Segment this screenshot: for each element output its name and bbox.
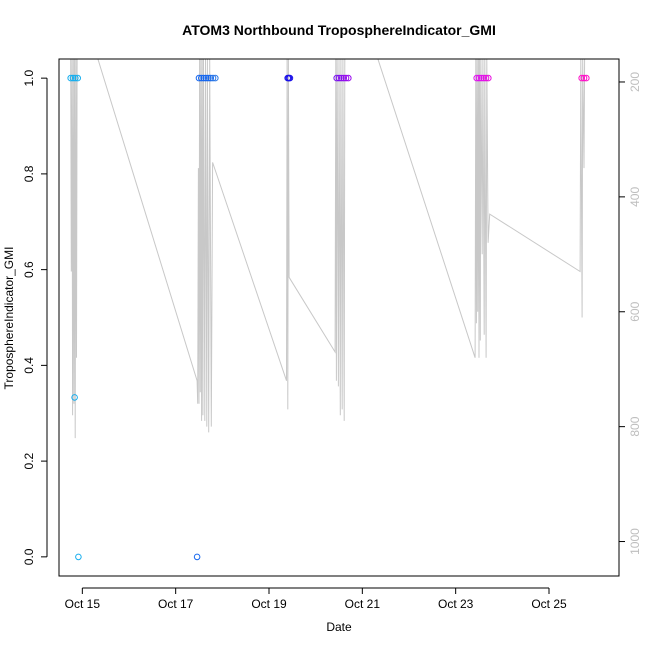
data-point bbox=[74, 74, 81, 82]
pressure-series bbox=[70, 58, 586, 439]
y2-tick-label: 800 bbox=[628, 416, 642, 436]
data-point bbox=[485, 74, 492, 82]
pressure-line bbox=[70, 58, 586, 439]
y-tick-label: 0.6 bbox=[22, 261, 36, 278]
data-point bbox=[75, 553, 82, 561]
chart-title: ATOM3 Northbound TroposphereIndicator_GM… bbox=[182, 22, 496, 38]
y2-axis: 200 400 600 800 1000 bbox=[619, 72, 642, 555]
data-point bbox=[480, 74, 488, 82]
y-tick-label: 0.8 bbox=[22, 165, 36, 182]
data-point bbox=[205, 74, 212, 82]
data-point bbox=[200, 74, 207, 82]
y2-tick-label: 400 bbox=[628, 187, 642, 207]
y-tick-label: 0.2 bbox=[22, 452, 36, 469]
y2-tick-label: 600 bbox=[628, 301, 642, 321]
x-tick-label: Oct 17 bbox=[158, 597, 194, 611]
data-point bbox=[333, 74, 341, 82]
data-point bbox=[71, 394, 78, 401]
x-tick-label: Oct 23 bbox=[438, 597, 474, 611]
plot-frame bbox=[58, 58, 620, 577]
data-point bbox=[193, 553, 201, 561]
data-point bbox=[338, 74, 345, 82]
data-point bbox=[198, 74, 205, 82]
x-tick-label: Oct 21 bbox=[345, 597, 381, 611]
y-tick-label: 1.0 bbox=[22, 69, 36, 86]
y-axis-label: TroposphereIndicator_GMI bbox=[2, 247, 16, 390]
y2-tick-label: 1000 bbox=[628, 528, 642, 555]
data-point bbox=[72, 74, 79, 82]
data-point bbox=[69, 74, 77, 82]
x-tick-label: Oct 19 bbox=[251, 597, 287, 611]
data-point bbox=[209, 74, 217, 82]
y-tick-label: 0.0 bbox=[22, 548, 36, 565]
scatter-points bbox=[67, 74, 590, 561]
data-point bbox=[340, 74, 348, 82]
x-tick-label: Oct 25 bbox=[531, 597, 567, 611]
y-tick-label: 0.4 bbox=[22, 357, 36, 374]
data-point bbox=[583, 74, 590, 82]
data-point bbox=[342, 74, 350, 82]
data-point bbox=[482, 74, 490, 82]
x-tick-label: Oct 15 bbox=[65, 597, 101, 611]
y-axis: 0.0 0.2 0.4 0.6 0.8 1.0 bbox=[22, 69, 48, 565]
y2-tick-label: 200 bbox=[628, 72, 642, 92]
x-axis-label: Date bbox=[326, 620, 352, 634]
data-point bbox=[207, 74, 214, 82]
data-point bbox=[580, 74, 588, 82]
data-point bbox=[286, 74, 294, 82]
data-point bbox=[578, 74, 586, 82]
data-point bbox=[475, 74, 483, 82]
data-point bbox=[212, 74, 219, 82]
data-point bbox=[473, 74, 481, 82]
data-point bbox=[202, 74, 210, 82]
data-point bbox=[345, 74, 352, 82]
x-axis: Oct 15 Oct 17 Oct 19 Oct 21 Oct 23 Oct 25 bbox=[65, 587, 567, 611]
data-point bbox=[67, 74, 74, 82]
data-point bbox=[335, 74, 343, 82]
data-point bbox=[478, 74, 485, 82]
data-point bbox=[195, 74, 203, 82]
